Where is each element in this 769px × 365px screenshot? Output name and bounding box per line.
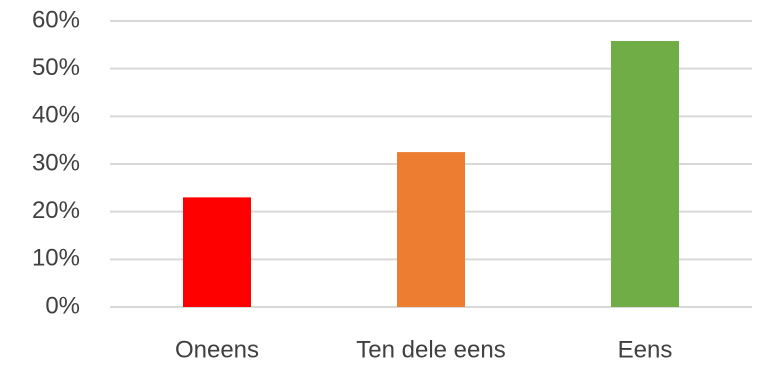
x-category-label: Eens (618, 336, 673, 363)
y-tick-label: 50% (32, 54, 80, 81)
bar-ten-dele-eens (397, 152, 465, 307)
bar-oneens (183, 197, 251, 307)
x-category-label: Ten dele eens (356, 336, 505, 363)
bars (183, 41, 679, 308)
x-category-label: Oneens (175, 336, 259, 363)
y-tick-label: 0% (45, 292, 80, 319)
y-tick-label: 30% (32, 149, 80, 176)
y-tick-label: 20% (32, 197, 80, 224)
y-tick-label: 10% (32, 245, 80, 272)
x-axis-category-labels: Oneens Ten dele eens Eens (175, 336, 672, 363)
y-axis-tick-labels: 0% 10% 20% 30% 40% 50% 60% (32, 6, 80, 319)
y-tick-label: 40% (32, 102, 80, 129)
bar-eens (611, 41, 679, 308)
y-tick-label: 60% (32, 6, 80, 33)
